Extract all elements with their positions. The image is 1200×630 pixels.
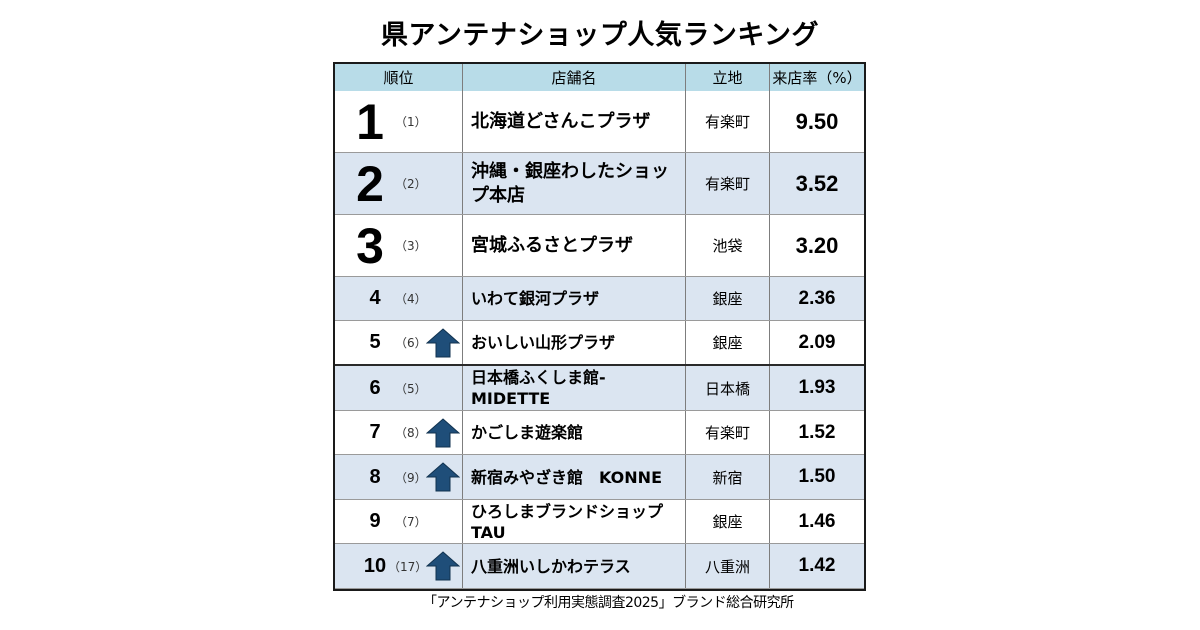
table-row: 2 （2） 沖縄・銀座わしたショップ本店 有楽町 3.52 [335,153,864,215]
table-row: 10 （17） 八重洲いしかわテラス 八重洲 1.42 [335,544,864,589]
rank-number: 9 [369,510,381,532]
table-row: 6 （5） 日本橋ふくしま館-MIDETTE 日本橋 1.93 [335,366,864,411]
table-row: 7 （8） かごしま遊楽館 有楽町 1.52 [335,411,864,455]
shop-name: 北海道どさんこプラザ [463,91,686,152]
table-row: 4 （4） いわて銀河プラザ 銀座 2.36 [335,277,864,321]
shop-name: かごしま遊楽館 [463,411,686,454]
up-arrow-icon [425,327,461,358]
shop-name: 日本橋ふくしま館-MIDETTE [463,366,686,410]
header-rate: 来店率（%） [772,69,862,87]
rank-cell: 7 （8） [335,411,463,454]
visit-rate: 1.42 [798,555,836,576]
previous-rank: （9） [395,470,427,485]
shop-location: 池袋 [686,215,770,276]
table-row: 5 （6） おいしい山形プラザ 銀座 2.09 [335,321,864,366]
visit-rate: 2.09 [798,331,836,353]
rank-number: 8 [369,465,381,488]
shop-location: 有楽町 [686,411,770,454]
header-name: 店舗名 [463,64,686,91]
table-row: 8 （9） 新宿みやざき館 KONNE 新宿 1.50 [335,455,864,500]
visit-rate: 3.52 [795,170,839,196]
previous-rank: （1） [395,115,427,129]
rank-cell: 2 （2） [335,153,463,214]
rank-number: 4 [369,287,381,309]
visit-rate: 3.20 [795,232,839,258]
rank-cell: 1 （1） [335,91,463,152]
rank-cell: 6 （5） [335,366,463,410]
table-row: 1 （1） 北海道どさんこプラザ 有楽町 9.50 [335,91,864,153]
previous-rank: （7） [395,515,427,529]
previous-rank: （3） [395,239,427,253]
rank-number: 5 [369,331,381,353]
shop-name: おいしい山形プラザ [463,321,686,364]
shop-location: 銀座 [686,321,770,364]
previous-rank: （4） [395,292,427,306]
previous-rank: （2） [395,177,427,191]
up-arrow-icon [425,462,461,492]
rank-number: 3 [356,217,384,274]
shop-location: 八重洲 [686,544,770,588]
rank-number: 2 [356,155,384,212]
shop-location: 日本橋 [686,366,770,410]
shop-name: 新宿みやざき館 KONNE [463,455,686,499]
rank-cell: 3 （3） [335,215,463,276]
shop-location: 有楽町 [686,153,770,214]
shop-name: 沖縄・銀座わしたショップ本店 [463,153,686,214]
visit-rate: 1.50 [798,466,836,487]
previous-rank: （8） [395,426,427,440]
header-location: 立地 [686,64,770,91]
rank-number: 7 [369,421,381,443]
visit-rate: 1.52 [798,421,836,443]
shop-name: 八重洲いしかわテラス [463,544,686,588]
shop-location: 新宿 [686,455,770,499]
rank-number: 6 [369,376,381,399]
shop-name: 宮城ふるさとプラザ [463,215,686,276]
source-note: 「アンテナショップ利用実態調査2025」ブランド総合研究所 [423,595,794,611]
up-arrow-icon [425,417,461,448]
up-arrow-icon [425,551,461,581]
rank-cell: 5 （6） [335,321,463,364]
shop-location: 有楽町 [686,91,770,152]
rank-cell: 10 （17） [335,544,463,588]
header-rank: 順位 [335,64,463,91]
table-header: 順位 店舗名 立地 来店率（%） [335,64,864,92]
shop-name: いわて銀河プラザ [463,277,686,320]
table-row: 9 （7） ひろしまブランドショップTAU 銀座 1.46 [335,500,864,544]
visit-rate: 1.46 [798,510,836,532]
table-row: 3 （3） 宮城ふるさとプラザ 池袋 3.20 [335,215,864,277]
shop-location: 銀座 [686,500,770,543]
shop-location: 銀座 [686,277,770,320]
ranking-table: 順位 店舗名 立地 来店率（%） 1 （1） 北海道どさんこプラザ 有楽町 9.50 2 （… [333,62,866,591]
rank-number: 10 [363,554,387,577]
previous-rank: （17） [388,559,428,574]
shop-name: ひろしまブランドショップTAU [463,500,686,543]
rank-cell: 9 （7） [335,500,463,543]
rank-cell: 4 （4） [335,277,463,320]
visit-rate: 2.36 [798,287,836,309]
previous-rank: （6） [395,336,427,350]
previous-rank: （5） [395,381,427,396]
page-title: 県アンテナショップ人気ランキング [380,20,820,51]
visit-rate: 9.50 [795,108,839,134]
rank-cell: 8 （9） [335,455,463,499]
rank-number: 1 [356,93,384,150]
visit-rate: 1.93 [798,377,836,398]
